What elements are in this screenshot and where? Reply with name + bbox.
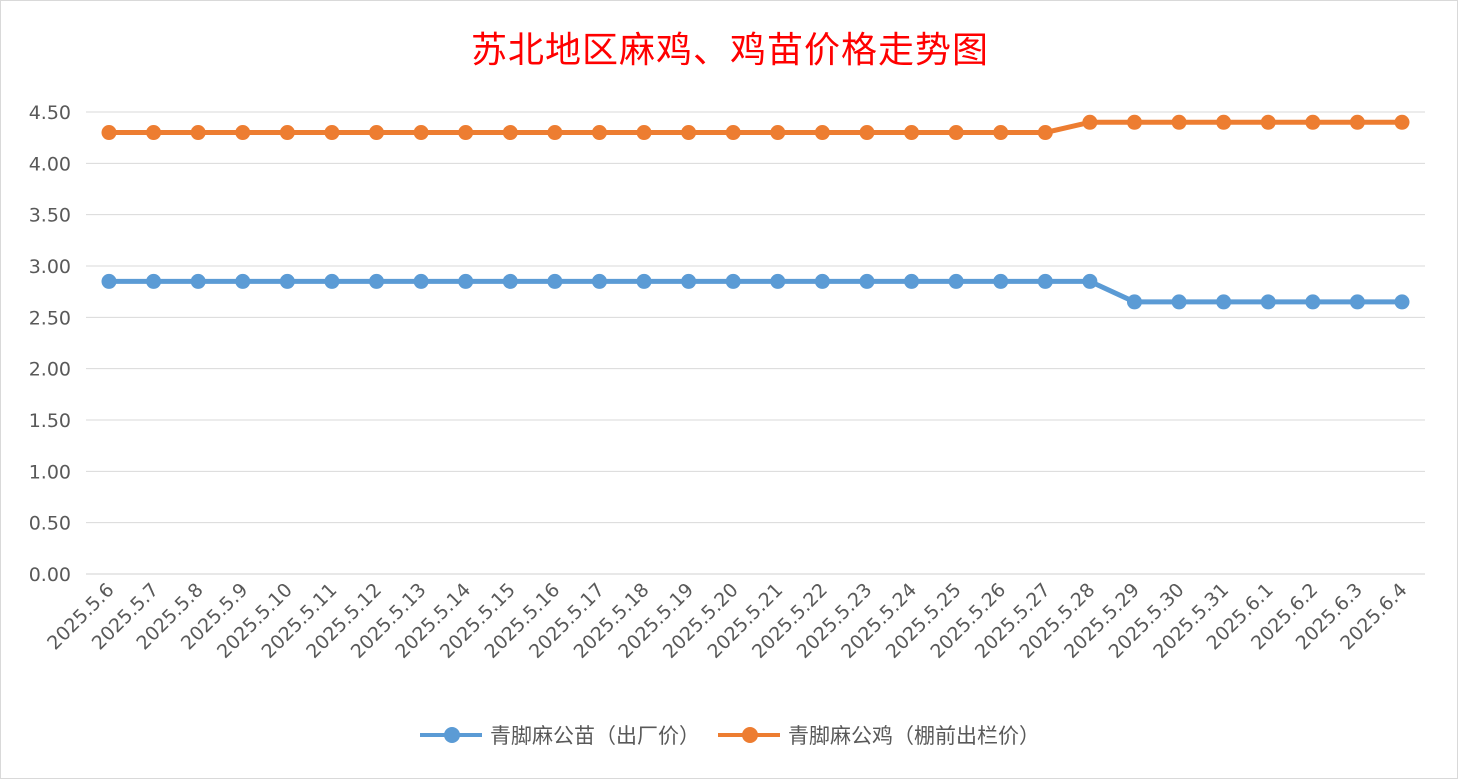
data-point	[1349, 114, 1365, 130]
data-point	[502, 125, 518, 141]
data-point	[681, 273, 697, 289]
series-group	[101, 114, 1410, 310]
data-point	[1216, 294, 1232, 310]
data-point	[770, 125, 786, 141]
y-tick-label: 1.50	[29, 410, 71, 432]
data-point	[458, 273, 474, 289]
series-line	[109, 278, 1402, 305]
data-point	[235, 273, 251, 289]
y-tick-label: 0.00	[29, 564, 71, 586]
data-point	[279, 125, 295, 141]
data-point	[413, 273, 429, 289]
data-point	[369, 125, 385, 141]
data-point	[1394, 294, 1410, 310]
data-point	[146, 273, 162, 289]
data-point	[101, 273, 117, 289]
legend-label: 青脚麻公苗（出厂价）	[490, 724, 700, 748]
data-point	[948, 125, 964, 141]
data-point	[235, 125, 251, 141]
data-point	[547, 125, 563, 141]
data-point	[1126, 114, 1142, 130]
y-tick-label: 3.00	[29, 256, 71, 278]
data-point	[101, 125, 117, 141]
data-point	[1037, 125, 1053, 141]
data-point	[591, 125, 607, 141]
series-line	[109, 119, 1402, 136]
data-point	[1305, 294, 1321, 310]
data-point	[1037, 273, 1053, 289]
y-tick-label: 3.50	[29, 205, 71, 227]
data-point	[190, 125, 206, 141]
series-2	[101, 114, 1410, 141]
y-axis-ticks: 0.00 0.50 1.00 1.50 2.00 2.50 3.00 3.50 4.00 4.50	[29, 102, 71, 586]
y-tick-label: 4.00	[29, 153, 71, 175]
data-point	[413, 125, 429, 141]
data-point	[324, 125, 340, 141]
data-point	[1260, 294, 1276, 310]
data-point	[502, 273, 518, 289]
data-point	[547, 273, 563, 289]
data-point	[324, 273, 340, 289]
data-point	[636, 273, 652, 289]
data-point	[993, 125, 1009, 141]
y-tick-label: 0.50	[29, 513, 71, 535]
data-point	[1349, 294, 1365, 310]
data-point	[859, 273, 875, 289]
data-point	[1171, 114, 1187, 130]
data-point	[1305, 114, 1321, 130]
data-point	[681, 125, 697, 141]
legend: 青脚麻公苗（出厂价） 青脚麻公鸡（棚前出栏价）	[1, 717, 1458, 753]
legend-item: 青脚麻公苗（出厂价）	[420, 720, 700, 750]
data-point	[1126, 294, 1142, 310]
data-point	[458, 125, 474, 141]
data-point	[725, 125, 741, 141]
data-point	[369, 273, 385, 289]
data-point	[146, 125, 162, 141]
data-point	[1082, 273, 1098, 289]
x-axis-ticks: 2025.5.62025.5.72025.5.82025.5.92025.5.1…	[43, 579, 1411, 663]
data-point	[993, 273, 1009, 289]
legend-item: 青脚麻公鸡（棚前出栏价）	[718, 720, 1040, 750]
data-point	[1082, 114, 1098, 130]
data-point	[904, 273, 920, 289]
y-tick-label: 2.50	[29, 307, 71, 329]
data-point	[948, 273, 964, 289]
gridlines	[86, 111, 1425, 575]
data-point	[1216, 114, 1232, 130]
legend-label: 青脚麻公鸡（棚前出栏价）	[788, 724, 1040, 748]
data-point	[814, 125, 830, 141]
data-point	[1171, 294, 1187, 310]
data-point	[1260, 114, 1276, 130]
data-point	[279, 273, 295, 289]
legend-marker	[420, 726, 482, 744]
data-point	[770, 273, 786, 289]
data-point	[814, 273, 830, 289]
y-tick-label: 1.00	[29, 461, 71, 483]
data-point	[1394, 114, 1410, 130]
legend-marker	[718, 726, 780, 744]
y-tick-label: 4.50	[29, 102, 71, 124]
data-point	[725, 273, 741, 289]
data-point	[904, 125, 920, 141]
series-1	[101, 273, 1410, 310]
y-tick-label: 2.00	[29, 359, 71, 381]
data-point	[636, 125, 652, 141]
data-point	[859, 125, 875, 141]
data-point	[190, 273, 206, 289]
data-point	[591, 273, 607, 289]
chart-title: 苏北地区麻鸡、鸡苗价格走势图	[470, 30, 989, 71]
